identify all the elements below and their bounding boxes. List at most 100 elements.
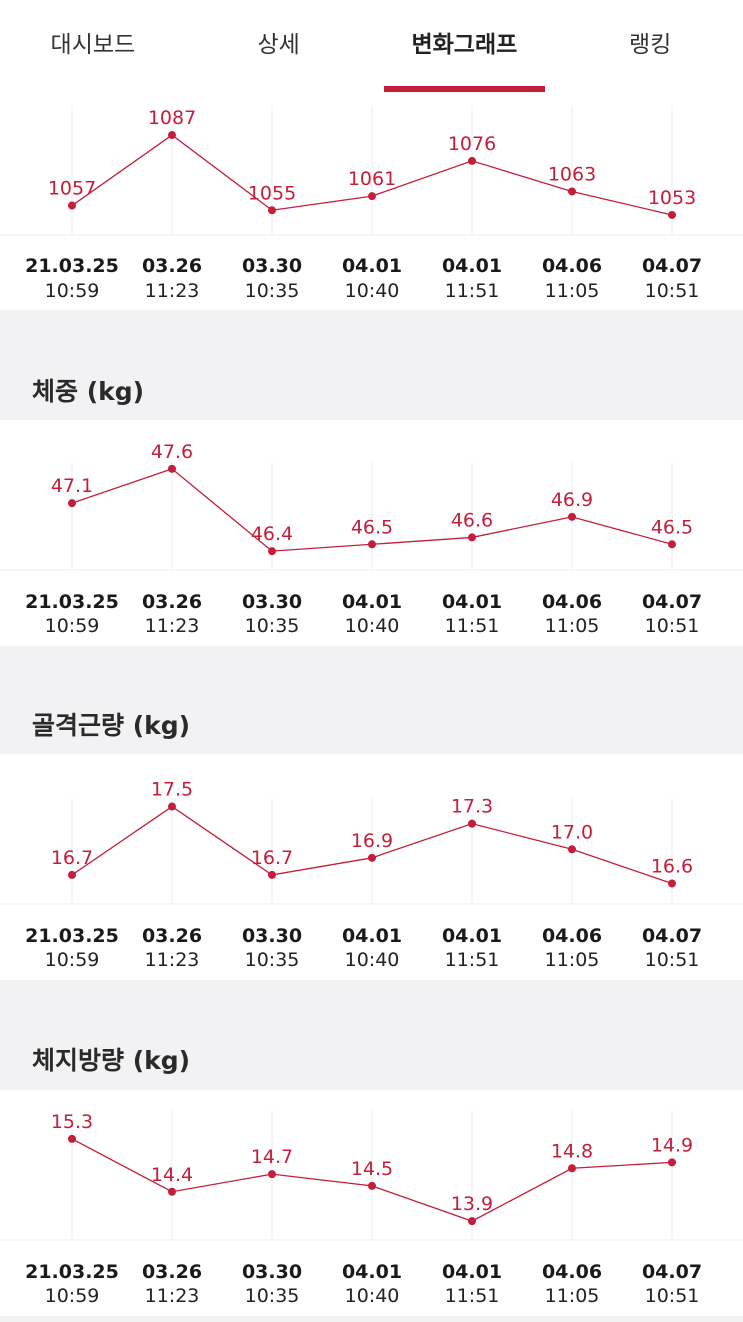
x-tick-date: 04.07 [642, 591, 702, 613]
tab-ranking[interactable]: 랭킹 [557, 0, 743, 92]
data-point[interactable] [468, 819, 476, 828]
x-tick-time: 10:59 [45, 280, 100, 302]
data-point[interactable] [568, 512, 576, 521]
x-tick-date: 03.26 [142, 591, 202, 613]
data-point[interactable] [168, 131, 176, 140]
data-label: 16.7 [251, 847, 293, 869]
data-point[interactable] [668, 540, 676, 549]
x-tick-date: 03.30 [242, 591, 302, 613]
data-point[interactable] [368, 540, 376, 549]
data-point[interactable] [268, 206, 276, 215]
data-point[interactable] [668, 1158, 676, 1167]
tab-detail[interactable]: 상세 [186, 0, 372, 92]
x-tick-time: 10:59 [45, 949, 100, 971]
chart-panel-muscle: 16.7 17.5 16.7 16.9 17.3 17.0 16.6 21.03.25 10:5… [0, 754, 743, 980]
x-tick-time: 10:35 [245, 615, 300, 637]
x-tick-time: 10:51 [645, 615, 700, 637]
x-tick-date: 03.26 [142, 255, 202, 277]
x-tick-date: 04.06 [542, 255, 602, 277]
data-point[interactable] [268, 547, 276, 556]
tab-bar: 대시보드 상세 변화그래프 랭킹 [0, 0, 743, 92]
data-point[interactable] [68, 201, 76, 210]
x-tick-date: 03.26 [142, 1261, 202, 1283]
x-tick-time: 11:23 [145, 615, 200, 637]
data-point[interactable] [168, 1187, 176, 1196]
chart-panel-fat: 15.3 14.4 14.7 14.5 13.9 14.8 14.9 21.03.25 10:5… [0, 1090, 743, 1316]
tab-label: 변화그래프 [411, 32, 518, 58]
data-point[interactable] [68, 1134, 76, 1143]
x-tick-date: 21.03.25 [25, 1261, 119, 1283]
data-label: 47.6 [151, 441, 193, 463]
tab-label: 대시보드 [50, 32, 136, 58]
x-tick-date: 04.07 [642, 1261, 702, 1283]
x-tick-date: 21.03.25 [25, 925, 119, 947]
x-tick-date: 04.07 [642, 925, 702, 947]
x-tick-time: 11:51 [445, 280, 500, 302]
data-point[interactable] [68, 870, 76, 879]
x-tick-date: 21.03.25 [25, 255, 119, 277]
data-label: 1061 [348, 168, 396, 190]
tab-label: 랭킹 [628, 32, 672, 58]
x-tick-time: 10:40 [345, 949, 400, 971]
data-point[interactable] [568, 187, 576, 196]
data-point[interactable] [68, 499, 76, 508]
line-chart-weight: 47.147.646.4 46.5 46.646.946.521.03.2510:5… [0, 441, 743, 637]
x-tick-time: 11:05 [545, 949, 600, 971]
data-point[interactable] [568, 845, 576, 854]
data-point[interactable] [268, 1170, 276, 1179]
data-label: 46.4 [251, 523, 293, 545]
tab-label: 상세 [257, 32, 300, 58]
data-label: 14.8 [551, 1140, 593, 1162]
data-label: 16.9 [351, 830, 393, 852]
data-point[interactable] [368, 192, 376, 201]
section-title-muscle: 골격근량 (kg) [32, 711, 191, 740]
data-label: 1053 [648, 187, 696, 209]
x-tick-time: 10:59 [45, 1285, 100, 1307]
data-point[interactable] [368, 853, 376, 862]
data-label: 1087 [148, 107, 196, 129]
data-point[interactable] [268, 870, 276, 879]
data-point[interactable] [468, 533, 476, 542]
data-label: 15.3 [51, 1111, 93, 1133]
x-tick-time: 11:05 [545, 280, 600, 302]
x-tick-time: 10:35 [245, 1285, 300, 1307]
data-point[interactable] [168, 802, 176, 811]
x-tick-date: 03.26 [142, 925, 202, 947]
x-tick-time: 10:59 [45, 615, 100, 637]
x-tick-time: 10:40 [345, 280, 400, 302]
x-tick-date: 03.30 [242, 255, 302, 277]
data-label: 46.9 [551, 489, 593, 511]
x-tick-date: 04.06 [542, 925, 602, 947]
data-label: 16.6 [651, 855, 693, 877]
data-point[interactable] [568, 1164, 576, 1173]
data-point[interactable] [168, 464, 176, 473]
data-point[interactable] [468, 156, 476, 165]
x-tick-date: 04.01 [342, 925, 402, 947]
x-tick-date: 04.01 [342, 591, 402, 613]
x-tick-time: 11:23 [145, 280, 200, 302]
x-tick-time: 11:51 [445, 615, 500, 637]
tab-dashboard[interactable]: 대시보드 [0, 0, 186, 92]
x-tick-time: 10:51 [645, 1285, 700, 1307]
x-tick-time: 10:35 [245, 280, 300, 302]
tab-change-graph[interactable]: 변화그래프 [372, 0, 558, 92]
data-point[interactable] [668, 210, 676, 219]
data-point[interactable] [668, 879, 676, 888]
data-label: 14.5 [351, 1158, 393, 1180]
line-chart-muscle: 16.717.516.716.917.317.016.621.03.2510:5… [0, 779, 743, 971]
data-label: 14.9 [651, 1134, 693, 1156]
x-tick-date: 04.01 [442, 591, 502, 613]
data-label: 46.5 [651, 516, 693, 538]
x-tick-time: 11:05 [545, 1285, 600, 1307]
data-label: 46.6 [451, 509, 493, 531]
data-point[interactable] [468, 1217, 476, 1226]
data-point[interactable] [368, 1181, 376, 1190]
x-tick-date: 21.03.25 [25, 591, 119, 613]
x-tick-date: 04.06 [542, 1261, 602, 1283]
line-chart-top: 1057 1087 1055 1061 1076 1063 1053 21.03.25 10:5… [0, 106, 743, 302]
data-label: 16.7 [51, 847, 93, 869]
section-title-fat: 체지방량 (kg) [32, 1046, 191, 1075]
section-title-weight: 체중 (kg) [32, 377, 145, 406]
data-label: 1055 [248, 182, 296, 204]
data-label: 17.0 [551, 821, 593, 843]
